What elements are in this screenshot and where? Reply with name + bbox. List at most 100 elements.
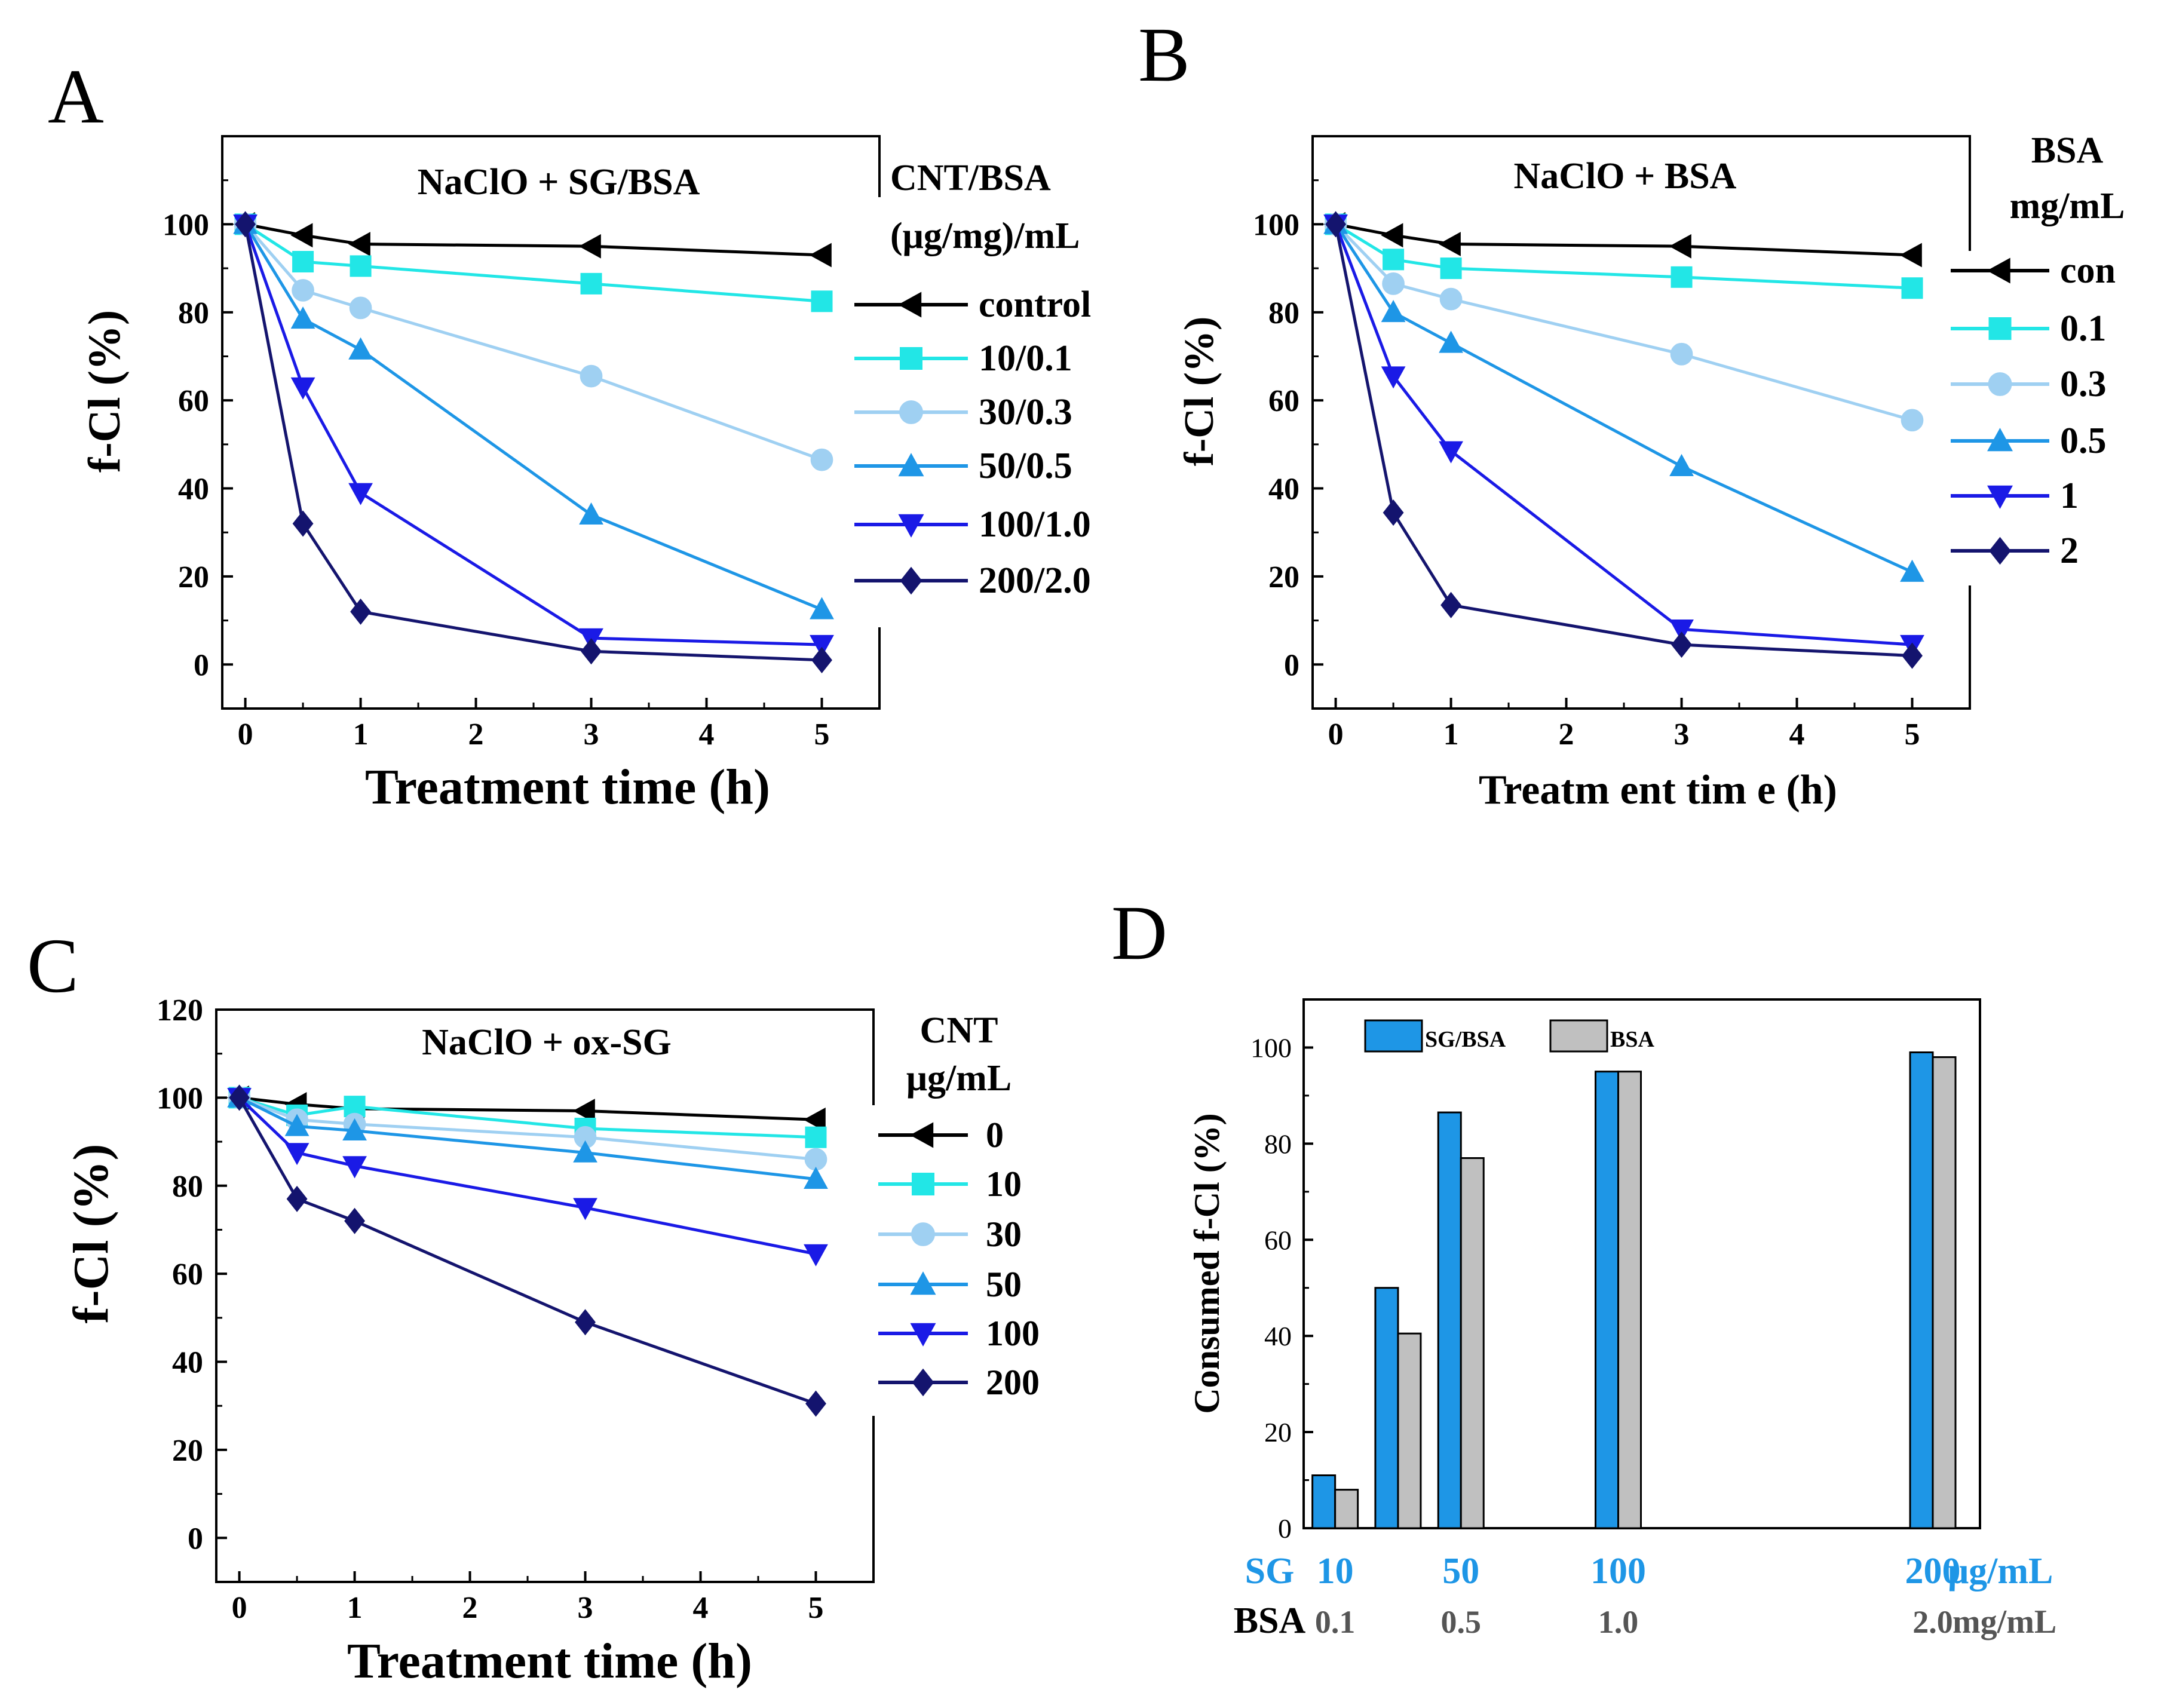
panel-c-x-tick-label: 1 xyxy=(347,1591,363,1625)
panel-a-line-chart: 0 1 2 3 4 5 0 20 40 60 80 100 NaClO + SG/BSA CNT/BS… xyxy=(79,135,1147,815)
panel-a-series-line-1 xyxy=(244,223,822,303)
panel-d-y-tick-label: 0 xyxy=(1278,1513,1292,1544)
panel-b-point-0-3 xyxy=(1669,234,1691,259)
panel-d-axes: 0 20 40 60 80 100 xyxy=(1250,998,1313,1544)
panel-a-legend-label-5: 200/2.0 xyxy=(979,560,1091,601)
panel-b-legend-marker-4 xyxy=(1987,485,2013,509)
panel-a-x-tick-label: 2 xyxy=(468,717,484,752)
panel-b-point-5-2 xyxy=(1440,591,1462,618)
panel-c-point-5-0 xyxy=(229,1084,250,1111)
panel-a-point-1-4 xyxy=(811,290,833,312)
panel-a-point-1-1 xyxy=(292,251,314,273)
panel-b-legend-label-3: 0.5 xyxy=(2060,421,2107,461)
panel-d-legend-label-sg: SG/BSA xyxy=(1425,1027,1506,1052)
panel-a-point-5-4 xyxy=(811,646,832,673)
panel-c-point-5-4 xyxy=(805,1390,826,1417)
panel-d-y-tick-label: 20 xyxy=(1264,1417,1292,1448)
panel-a-ylabel: f-Cl (%) xyxy=(79,310,130,473)
panel-a-point-0-3 xyxy=(578,234,601,259)
bar-sg-200 xyxy=(1909,1051,1934,1529)
panel-a-legend-label-4: 100/1.0 xyxy=(979,504,1091,545)
panel-d-bsa-unit: mg/mL xyxy=(1952,1603,2056,1640)
panel-c-legend-label-4: 100 xyxy=(986,1314,1040,1353)
panel-a-legend-marker-0 xyxy=(898,292,922,318)
panel-c-y-tick-label: 0 xyxy=(188,1522,203,1556)
panel-d-sg-tick-10: 10 xyxy=(1317,1551,1354,1592)
panel-c-y-tick-label: 80 xyxy=(172,1170,203,1204)
panel-a-y-tick-label: 20 xyxy=(178,560,209,594)
panel-a-point-3-4 xyxy=(810,597,834,620)
panel-a-series-line-3 xyxy=(244,223,823,611)
panel-b-point-5-0 xyxy=(1325,211,1347,238)
panel-d-sg-unit: μg/mL xyxy=(1948,1551,2053,1592)
panel-d-bsa-tick-0: 0.1 xyxy=(1315,1604,1356,1640)
panel-b-point-5-1 xyxy=(1383,499,1404,526)
panel-b-point-4-1 xyxy=(1381,366,1406,389)
panel-a-point-5-1 xyxy=(292,510,314,537)
panel-b-point-0-4 xyxy=(1899,243,1922,268)
panel-d-sg-tick-100: 100 xyxy=(1590,1551,1646,1592)
panel-b-point-1-2 xyxy=(1440,257,1462,280)
panel-d-bars xyxy=(1311,1051,1957,1529)
panel-c-legend-bg xyxy=(854,1105,1081,1416)
panel-c-legend-title-2: μg/mL xyxy=(906,1058,1011,1099)
panel-b-point-2-4 xyxy=(1901,409,1924,432)
panel-b-legend-label-2: 0.3 xyxy=(2060,364,2107,404)
panel-a-axes: 0 1 2 3 4 5 0 20 40 60 80 100 xyxy=(163,179,881,752)
panel-b-series-line-1 xyxy=(1335,223,1912,290)
panel-b-y-tick-label: 40 xyxy=(1268,473,1299,507)
panel-b-series-line-5 xyxy=(1334,223,1912,658)
panel-a-point-2-3 xyxy=(580,364,603,388)
panel-b-legend-bg xyxy=(1945,251,2164,585)
panel-a-series-line-0 xyxy=(245,222,822,257)
panel-a-legend-label-3: 50/0.5 xyxy=(979,446,1072,486)
panel-b-y-tick-label: 100 xyxy=(1253,208,1299,242)
panel-b-x-tick-label: 1 xyxy=(1443,717,1459,752)
panel-d-y-tick-label: 80 xyxy=(1264,1129,1292,1159)
panel-a-legend-marker-3 xyxy=(898,453,924,477)
panel-c-x-tick-label: 0 xyxy=(232,1591,247,1625)
panel-b-point-1-1 xyxy=(1383,249,1405,271)
panel-a-point-4-1 xyxy=(290,377,315,400)
panel-a-point-0-1 xyxy=(290,223,313,248)
panel-c-y-tick-label: 40 xyxy=(172,1346,203,1380)
panel-b-legend-marker-0 xyxy=(1987,257,2010,284)
panel-a-point-3-2 xyxy=(348,337,373,360)
panel-c-point-3-3 xyxy=(573,1140,597,1163)
panel-a-point-3-1 xyxy=(290,306,315,329)
panel-letter-d: D xyxy=(1111,890,1167,976)
panel-b-point-3-4 xyxy=(1900,559,1924,582)
panel-b-legend-label-4: 1 xyxy=(2060,476,2079,516)
panel-b-x-tick-label: 0 xyxy=(1328,717,1344,752)
panel-a-point-0-2 xyxy=(348,232,370,256)
panel-b-y-tick-label: 60 xyxy=(1268,384,1299,418)
panel-d-legend-swatch-sg xyxy=(1364,1019,1423,1053)
panel-c-legend-label-0: 0 xyxy=(986,1115,1004,1155)
panel-b-title: NaClO + BSA xyxy=(1514,156,1737,197)
panel-c-point-5-2 xyxy=(344,1207,366,1234)
panel-a-y-tick-label: 60 xyxy=(178,384,209,418)
panel-d-bsa-tick-1: 0.5 xyxy=(1441,1604,1482,1640)
panel-b-y-tick-label: 0 xyxy=(1284,648,1299,682)
panel-c-point-1-4 xyxy=(805,1126,827,1148)
panel-b-point-3-2 xyxy=(1439,330,1463,353)
bar-bsa-100 xyxy=(1617,1071,1642,1529)
panel-c-legend-label-2: 30 xyxy=(986,1215,1022,1254)
panel-a-point-0-4 xyxy=(809,243,832,268)
panel-c-point-4-3 xyxy=(573,1198,597,1221)
panel-c-point-3-1 xyxy=(284,1114,309,1136)
panel-b-point-2-1 xyxy=(1382,272,1405,295)
panel-letter-b: B xyxy=(1138,12,1190,98)
panel-letter-a: A xyxy=(48,54,104,140)
panel-a-legend-marker-1 xyxy=(900,347,922,370)
panel-d-sg-row-label: SG xyxy=(1245,1551,1295,1592)
panel-c-legend-marker-1 xyxy=(912,1173,934,1195)
panel-a-legend-marker-2 xyxy=(899,400,923,424)
bar-sg-10 xyxy=(1311,1474,1337,1529)
panel-d-bsa-tick-2: 1.0 xyxy=(1598,1604,1639,1640)
panel-c-legend-label-1: 10 xyxy=(986,1164,1022,1204)
panel-a-y-tick-label: 0 xyxy=(194,648,209,682)
panel-b-point-0-2 xyxy=(1438,232,1461,256)
panel-c-plot-frame xyxy=(215,1008,875,1583)
